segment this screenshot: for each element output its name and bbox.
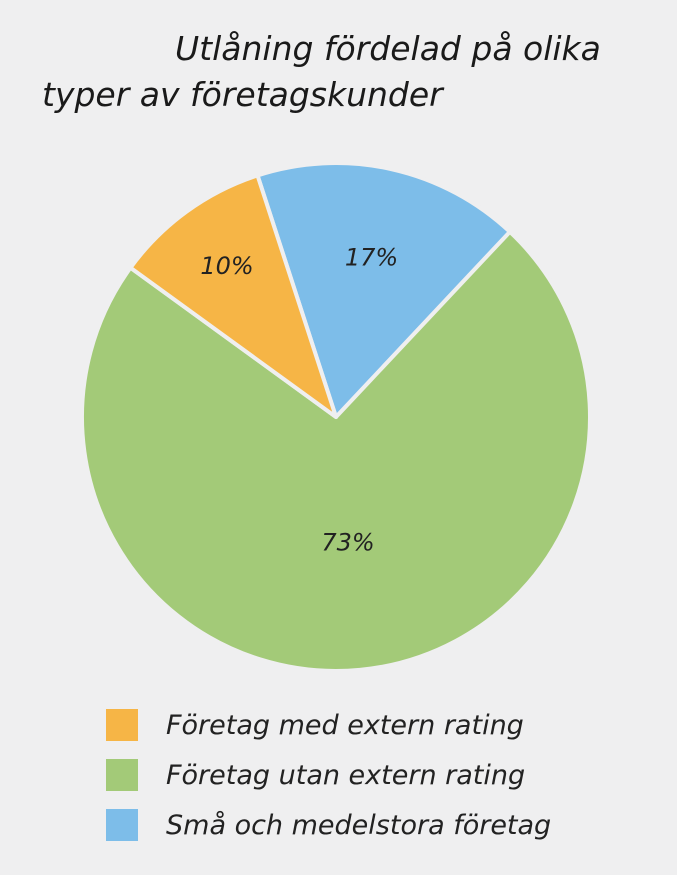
chart-title-line-1: Utlåning fördelad på olika (175, 29, 601, 68)
pie-slice-label-0: 17% (345, 243, 398, 271)
pie-slice-label-1: 73% (321, 528, 374, 556)
legend-label-utan-extern-rating: Företag utan extern rating (166, 759, 526, 791)
legend-swatch-utan-extern-rating (106, 759, 138, 791)
legend-swatch-extern-rating (106, 709, 138, 741)
pie-slice-1 (79, 229, 592, 673)
legend-swatch-sma-medelstora (106, 809, 138, 841)
legend-label-extern-rating: Företag med extern rating (166, 709, 524, 741)
legend-item-sma-medelstora: Små och medelstora företag (106, 800, 551, 850)
pie-slice-0 (255, 161, 512, 419)
legend-item-extern-rating: Företag med extern rating (106, 700, 551, 750)
legend-label-sma-medelstora: Små och medelstora företag (166, 809, 552, 841)
pie-slice-2 (128, 173, 338, 419)
legend: Företag med extern rating Företag utan e… (106, 700, 551, 850)
chart-title-line-2: typer av företagskunder (42, 75, 443, 114)
pie-slice-label-2: 10% (200, 252, 253, 280)
legend-item-utan-extern-rating: Företag utan extern rating (106, 750, 551, 800)
